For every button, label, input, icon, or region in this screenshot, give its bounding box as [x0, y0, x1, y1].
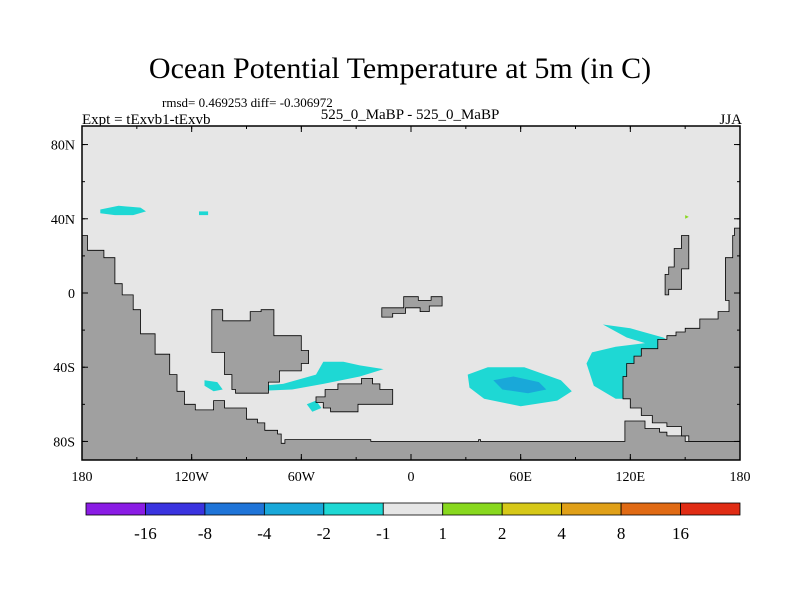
anomaly-south-indian-core	[493, 376, 547, 394]
colorbar-label: -1	[376, 524, 390, 543]
anomaly-east-tongue	[586, 324, 680, 399]
x-tick-label: 120E	[616, 470, 646, 485]
colorbar-swatch	[442, 502, 503, 516]
land-antarctica-east	[315, 377, 394, 413]
land-americas	[81, 235, 741, 461]
anomaly-west-patch	[204, 380, 223, 392]
x-tick-label: 60E	[509, 470, 532, 485]
colorbar-label: -8	[198, 524, 212, 543]
colorbar-label: 4	[557, 524, 566, 543]
colorbar-swatch	[620, 502, 681, 516]
colorbar-label: 8	[617, 524, 626, 543]
colorbar-label: -2	[317, 524, 331, 543]
colorbar: -16 -8 -4 -2 -1 1 2 4 8 16	[85, 502, 741, 543]
anomaly-positive-spot	[685, 215, 689, 219]
stats-label: rmsd= 0.469253 diff= -0.306972	[162, 95, 333, 110]
colorbar-swatch	[85, 502, 146, 516]
season-label: JJA	[719, 112, 742, 128]
land-africa	[211, 309, 310, 394]
colorbar-swatch	[680, 502, 741, 516]
colorbar-label: 2	[498, 524, 507, 543]
anomaly-north-pacific-small	[199, 211, 209, 216]
colorbar-label: -4	[257, 524, 272, 543]
axes: 180 120W 60W 0 60E 120E 180 80N 40N 0 40S 80S	[51, 126, 751, 485]
colorbar-label: 1	[438, 524, 447, 543]
colorbar-swatch	[204, 502, 265, 516]
experiment-label: Expt = tExvb1-tExvb	[82, 112, 211, 128]
colorbar-swatch	[263, 502, 325, 516]
y-tick-label: 40S	[53, 361, 75, 376]
y-tick-label: 0	[68, 287, 75, 302]
land-east-asia	[622, 227, 741, 442]
chart-title: Ocean Potential Temperature at 5m (in C)	[148, 52, 652, 85]
colorbar-label: -16	[134, 524, 157, 543]
anomaly-small-spot	[306, 400, 322, 412]
colorbar-swatch	[382, 502, 444, 516]
land-eurasia-east	[664, 235, 690, 296]
x-tick-label: 180	[730, 470, 751, 485]
colorbar-swatch	[323, 502, 384, 516]
period-label: 525_0_MaBP - 525_0_MaBP	[320, 107, 500, 123]
y-tick-label: 40N	[51, 213, 75, 228]
colorbar-label: 16	[672, 524, 689, 543]
map-features	[81, 205, 741, 461]
anomaly-north-pacific	[100, 205, 146, 216]
land-island-0	[381, 296, 443, 318]
y-tick-label: 80S	[53, 435, 75, 450]
colorbar-swatch	[561, 502, 622, 516]
x-tick-label: 0	[408, 470, 415, 485]
x-tick-label: 120W	[175, 470, 210, 485]
colorbar-swatch	[501, 502, 563, 516]
x-tick-label: 180	[72, 470, 93, 485]
anomaly-south-atlantic-band	[239, 361, 384, 392]
y-tick-label: 80N	[51, 139, 75, 154]
colorbar-swatch	[145, 502, 206, 516]
x-tick-label: 60W	[288, 470, 316, 485]
